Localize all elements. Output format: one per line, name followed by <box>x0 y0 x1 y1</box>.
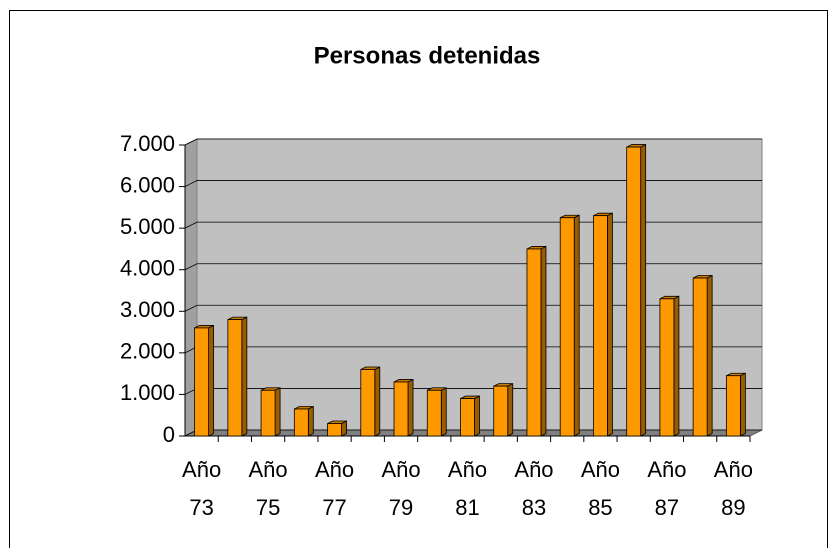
bar <box>725 375 741 437</box>
bar-side <box>374 366 381 437</box>
bar-side <box>507 382 514 437</box>
x-tick-label: Año 77 <box>314 457 355 520</box>
bar <box>626 146 642 437</box>
bar <box>659 298 675 437</box>
bar <box>493 385 509 437</box>
x-tick-label: Año 79 <box>381 457 421 520</box>
bar-side <box>208 324 215 437</box>
grid-line <box>184 180 762 187</box>
bar <box>194 327 210 437</box>
bar <box>460 398 475 437</box>
x-tick-label: Año 85 <box>580 457 621 520</box>
bar-side <box>241 316 248 437</box>
bar <box>526 248 542 437</box>
x-tick-label: Año 89 <box>713 457 753 520</box>
bar <box>692 277 708 437</box>
x-tick-label: Año 87 <box>647 457 687 520</box>
x-tick-label: Año 83 <box>514 457 554 520</box>
bar-side <box>407 378 414 437</box>
y-tick-label: 2.000 <box>120 339 175 364</box>
y-tick-label: 4.000 <box>120 256 175 281</box>
bar-side <box>440 387 447 437</box>
bar <box>559 217 575 437</box>
bar-side <box>573 214 580 437</box>
bar-side <box>640 143 647 437</box>
bar <box>327 423 342 437</box>
x-tick-label: Año 75 <box>248 457 288 520</box>
grid-line <box>184 138 762 146</box>
y-tick-label: 0 <box>163 422 175 447</box>
bar-side <box>706 274 713 437</box>
bar <box>227 319 243 437</box>
x-tick-label: Año 81 <box>447 457 488 520</box>
bar <box>393 381 409 437</box>
bar-side <box>673 295 680 437</box>
bar <box>360 369 376 437</box>
bar-side <box>474 395 480 437</box>
y-tick-label: 6.000 <box>120 172 175 197</box>
y-tick-label: 1.000 <box>120 380 175 405</box>
bar-side <box>607 212 613 437</box>
bar <box>593 215 608 437</box>
bar <box>293 408 309 437</box>
bar-side <box>540 245 547 437</box>
y-tick-label: 7.000 <box>120 131 175 156</box>
bar-side <box>739 372 746 437</box>
bar-side <box>274 387 281 437</box>
y-tick-label: 5.000 <box>120 214 175 239</box>
y-tick-label: 3.000 <box>120 297 175 322</box>
bar <box>260 389 276 437</box>
chart-title: Personas detenidas <box>314 42 541 69</box>
bar <box>426 389 442 437</box>
x-tick-label: Año 73 <box>182 457 222 520</box>
bar-side <box>307 405 314 437</box>
